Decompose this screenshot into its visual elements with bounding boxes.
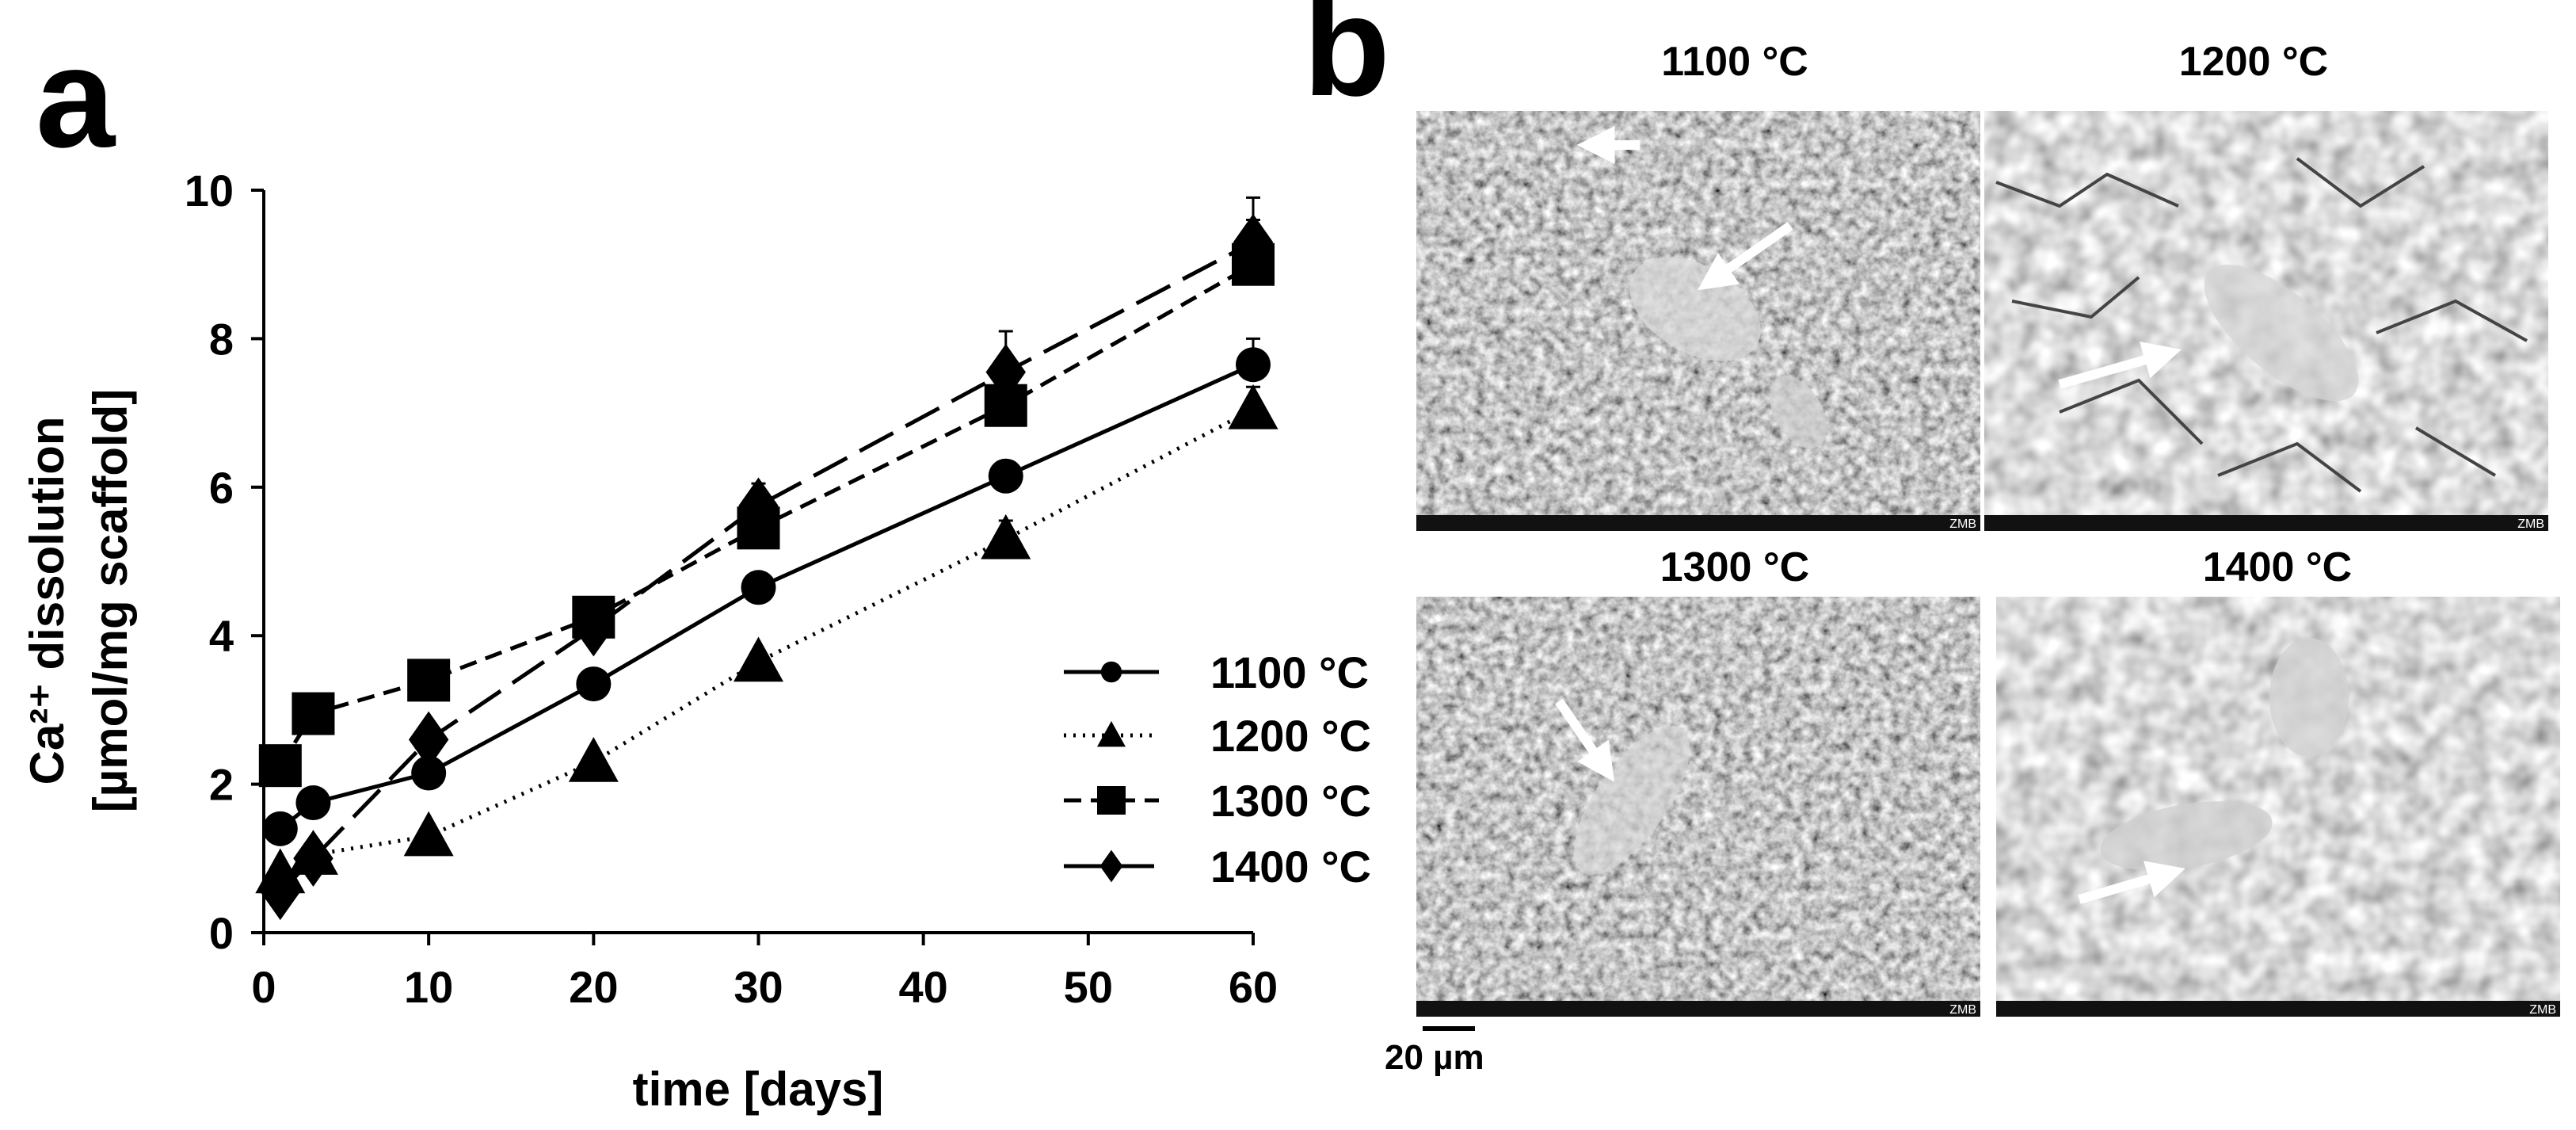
data-point [262,811,298,846]
data-point [407,659,451,702]
chart-axes: 0 10 20 30 40 50 60 0 2 4 6 8 10 [185,166,1278,1012]
sem-image-1100: ZMB [1416,111,1980,531]
x-tick-label: 30 [734,962,783,1012]
legend-label: 1300 °C [1210,776,1371,826]
chart-series [255,196,1278,921]
sem-footer-1100: ZMB [1949,517,1976,531]
data-point [741,570,776,605]
sem-footer-1400: ZMB [2529,1003,2556,1017]
y-tick-label: 2 [209,760,234,810]
sem-image-1400: ZMB [1996,597,2560,1017]
sem-title-1200: 1200 °C [2179,39,2328,85]
y-axis-title-line2: [µmol/mg scaffold] [84,389,137,813]
y-tick-label: 6 [209,463,234,513]
data-point [985,343,1026,401]
legend-item-0: 1100 °C [1064,647,1369,697]
data-point [988,458,1023,494]
sem-footer-1200: ZMB [2517,517,2544,531]
legend-marker [1097,786,1126,815]
panel-label-b: b [1303,0,1390,126]
series-3 [260,196,1274,921]
x-tick-label: 40 [899,962,948,1012]
y-axis-title-line1: Ca²⁺ dissolution [21,417,74,785]
data-point [981,513,1031,559]
data-point [574,600,614,657]
data-point [403,811,454,857]
legend-marker [1100,661,1122,683]
data-point [1228,384,1278,429]
dissolution-chart: 0 10 20 30 40 50 60 0 2 4 6 8 10 time [days] Ca²⁺ di… [21,166,1371,1116]
series-1 [255,384,1278,894]
legend-item-1: 1200 °C [1064,711,1371,761]
data-point [408,711,449,769]
legend-marker [1099,849,1123,883]
legend-label: 1400 °C [1210,842,1371,891]
data-point [295,785,331,821]
y-tick-label: 8 [209,314,234,364]
x-tick-label: 20 [569,962,618,1012]
data-point [292,692,335,735]
sem-image-1300: ZMB [1416,597,1980,1017]
sem-image-grid: 1100 °C 1200 °C 1300 °C 1400 °C ZMB ZMB [1385,39,2560,1077]
data-point [260,863,301,921]
sem-title-1300: 1300 °C [1660,544,1809,590]
x-axis-title: time [days] [633,1063,884,1116]
legend-label: 1100 °C [1210,647,1369,697]
sem-title-1400: 1400 °C [2203,544,2352,590]
x-tick-label: 60 [1229,962,1278,1012]
data-point [1233,213,1274,271]
data-point [568,736,619,782]
data-point [738,477,779,534]
data-point [576,666,612,702]
sem-image-1200: ZMB [1984,111,2548,531]
chart-legend: 1100 °C 1200 °C 1300 °C 1400 °C [1064,647,1371,891]
sem-footer-1300: ZMB [1949,1003,1976,1017]
panel-label-a: a [36,18,116,178]
legend-item-2: 1300 °C [1064,776,1371,826]
x-tick-label: 10 [404,962,453,1012]
data-point [258,744,302,788]
x-tick-label: 0 [251,962,276,1012]
legend-label: 1200 °C [1210,711,1371,761]
data-point [1236,347,1271,383]
data-point [411,755,447,791]
scale-bar-label: 20 µm [1385,1038,1484,1077]
data-point [293,830,333,887]
legend-item-3: 1400 °C [1064,842,1371,891]
sem-title-1100: 1100 °C [1661,39,1808,85]
y-tick-label: 4 [209,611,234,661]
series-0 [262,337,1271,846]
data-point [734,636,783,682]
x-tick-label: 50 [1064,962,1113,1012]
y-tick-label: 10 [185,166,234,216]
legend-marker [1097,721,1126,747]
y-tick-label: 0 [209,908,234,958]
